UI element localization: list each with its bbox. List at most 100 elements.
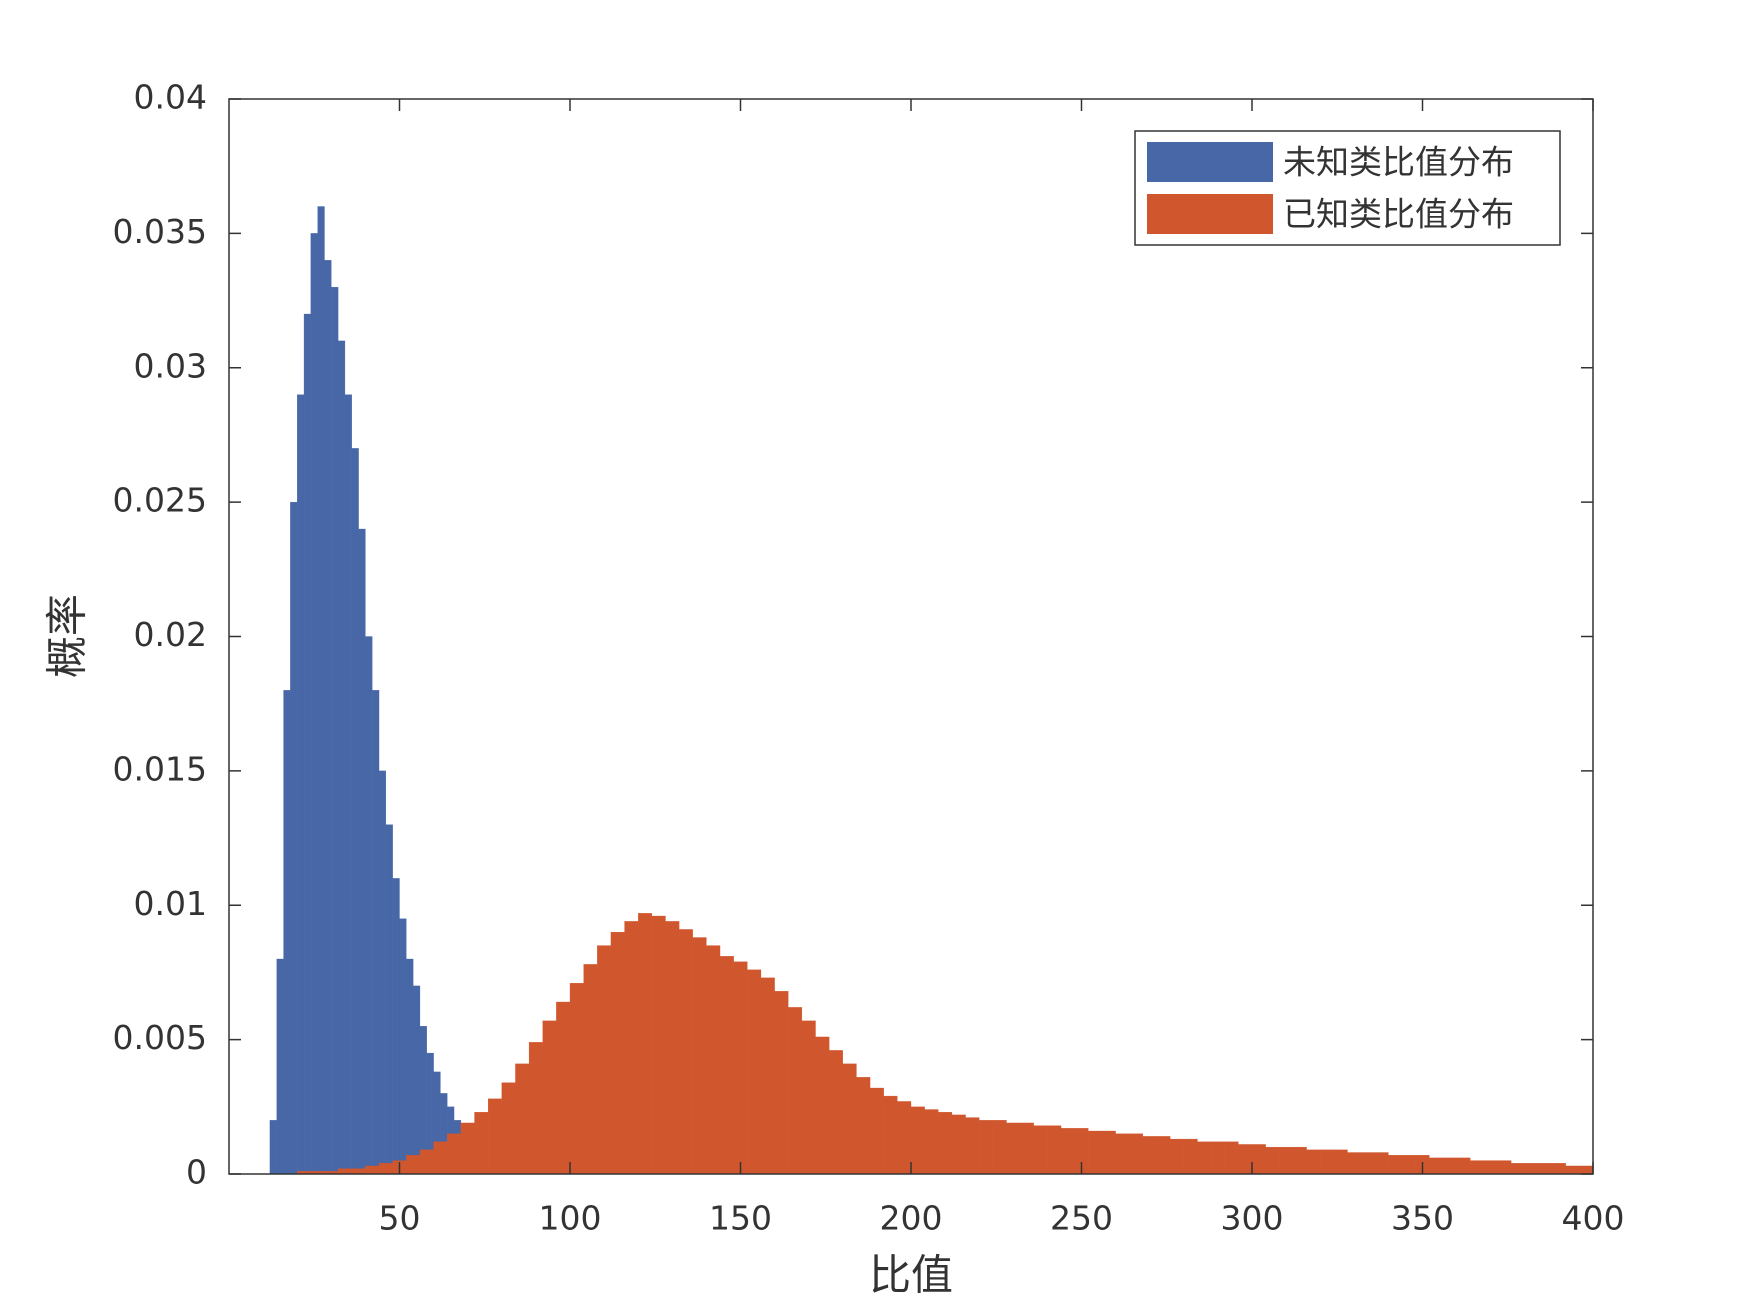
bar bbox=[372, 690, 380, 1175]
bar bbox=[351, 448, 359, 1175]
bar bbox=[1524, 1163, 1539, 1175]
bar bbox=[412, 985, 421, 1175]
bar bbox=[392, 878, 400, 1175]
bar bbox=[1115, 1133, 1130, 1175]
y-tick-label: 0.015 bbox=[113, 749, 207, 788]
bar bbox=[1224, 1141, 1239, 1175]
y-tick-label: 0 bbox=[186, 1153, 207, 1192]
bar bbox=[1551, 1163, 1566, 1175]
bar bbox=[678, 929, 693, 1175]
bar bbox=[1210, 1141, 1225, 1175]
bar bbox=[276, 958, 284, 1175]
legend-swatch bbox=[1147, 194, 1273, 234]
bar bbox=[344, 394, 352, 1175]
bar bbox=[747, 969, 762, 1175]
y-tick-label: 0.025 bbox=[113, 481, 207, 520]
bar bbox=[1497, 1160, 1512, 1175]
x-tick-label: 200 bbox=[880, 1199, 943, 1238]
bar bbox=[1565, 1165, 1580, 1175]
bar bbox=[324, 260, 332, 1175]
bar bbox=[801, 1020, 816, 1175]
x-tick-label: 50 bbox=[379, 1199, 421, 1238]
bar bbox=[692, 937, 707, 1175]
bar bbox=[815, 1036, 830, 1175]
legend-label: 未知类比值分布 bbox=[1283, 143, 1514, 182]
bar bbox=[1142, 1136, 1157, 1175]
bar bbox=[406, 958, 414, 1175]
bar bbox=[1238, 1144, 1253, 1175]
bar bbox=[597, 945, 612, 1175]
bar bbox=[1442, 1157, 1457, 1175]
bar bbox=[419, 1149, 434, 1175]
bar bbox=[1060, 1128, 1075, 1175]
bar bbox=[290, 501, 298, 1175]
bar bbox=[1320, 1149, 1334, 1175]
bar bbox=[303, 313, 311, 1175]
bar bbox=[365, 1165, 380, 1175]
bar bbox=[556, 1001, 571, 1175]
x-tick-label: 100 bbox=[539, 1199, 602, 1238]
y-axis-label: 概率 bbox=[43, 594, 92, 678]
bar bbox=[1006, 1122, 1021, 1175]
y-tick-label: 0.035 bbox=[113, 212, 207, 251]
bar bbox=[1129, 1133, 1144, 1175]
bar bbox=[474, 1112, 489, 1175]
bar bbox=[337, 340, 346, 1175]
bar bbox=[337, 1168, 352, 1175]
bar bbox=[310, 233, 318, 1175]
bar bbox=[358, 528, 366, 1175]
bar bbox=[583, 964, 598, 1175]
bar bbox=[910, 1106, 925, 1175]
bar bbox=[979, 1120, 993, 1175]
bar bbox=[501, 1082, 516, 1175]
bar bbox=[569, 983, 584, 1175]
bar bbox=[869, 1087, 884, 1175]
bar bbox=[733, 961, 748, 1175]
bar bbox=[515, 1063, 530, 1175]
bar bbox=[1511, 1163, 1525, 1175]
y-tick-label: 0.005 bbox=[113, 1018, 207, 1057]
bar bbox=[488, 1098, 502, 1175]
x-tick-label: 150 bbox=[709, 1199, 772, 1238]
bar bbox=[1388, 1155, 1403, 1175]
bar bbox=[1429, 1157, 1444, 1175]
bar bbox=[317, 206, 325, 1175]
bar bbox=[992, 1120, 1007, 1175]
bar bbox=[651, 915, 666, 1175]
bar bbox=[542, 1020, 557, 1175]
bar bbox=[399, 918, 407, 1175]
bar bbox=[1197, 1141, 1212, 1175]
bar bbox=[897, 1101, 912, 1175]
bar bbox=[385, 824, 393, 1175]
bar bbox=[331, 286, 339, 1175]
bar bbox=[1033, 1125, 1048, 1175]
bar bbox=[1483, 1160, 1498, 1175]
bar bbox=[1333, 1149, 1348, 1175]
bar bbox=[297, 394, 305, 1175]
bar bbox=[856, 1077, 871, 1175]
bar bbox=[378, 1163, 393, 1175]
bar bbox=[1183, 1138, 1198, 1175]
bar bbox=[924, 1109, 939, 1175]
bar bbox=[829, 1050, 843, 1175]
bar bbox=[842, 1063, 857, 1175]
bar bbox=[460, 1122, 475, 1175]
x-tick-label: 250 bbox=[1050, 1199, 1113, 1238]
bar bbox=[1156, 1136, 1171, 1175]
bar bbox=[406, 1155, 421, 1175]
y-tick-label: 0.04 bbox=[134, 78, 207, 117]
bar bbox=[1101, 1130, 1116, 1175]
bar bbox=[706, 945, 721, 1175]
bar bbox=[1265, 1146, 1280, 1175]
x-axis-label: 比值 bbox=[869, 1251, 953, 1300]
bar bbox=[774, 991, 789, 1175]
legend-label: 已知类比值分布 bbox=[1283, 195, 1514, 234]
bar bbox=[1470, 1160, 1485, 1175]
y-tick-label: 0.01 bbox=[134, 884, 207, 923]
bar bbox=[938, 1112, 953, 1175]
bar bbox=[965, 1117, 980, 1175]
bar bbox=[788, 1007, 803, 1175]
bar bbox=[365, 636, 373, 1175]
bar bbox=[269, 1120, 277, 1175]
